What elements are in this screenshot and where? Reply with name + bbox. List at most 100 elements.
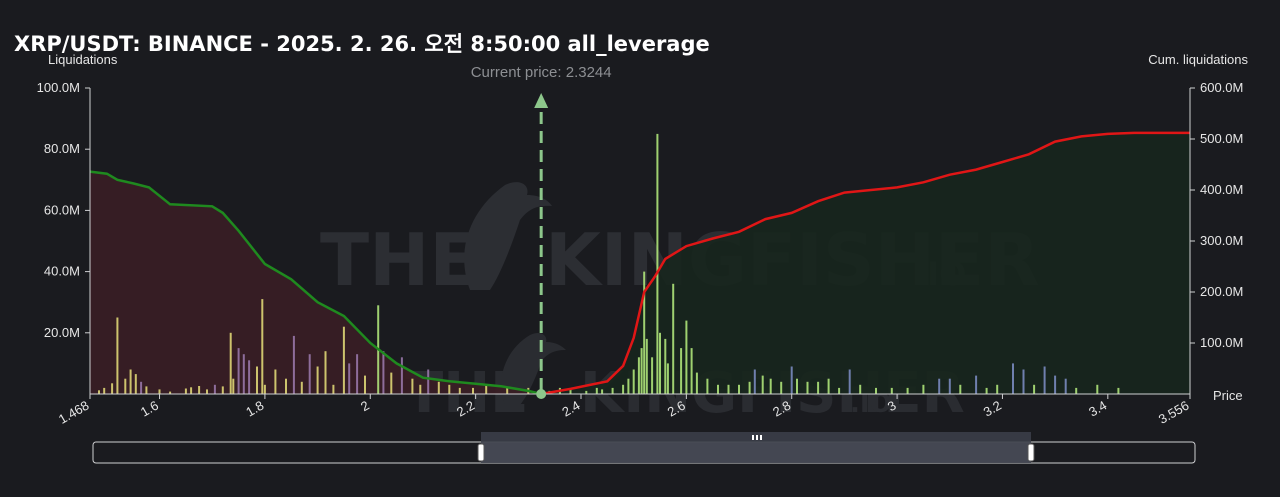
long-cumulative-area bbox=[90, 171, 542, 394]
liquidation-bar bbox=[124, 378, 127, 394]
left-tick-label: 100.0M bbox=[37, 80, 80, 95]
liquidation-bar bbox=[922, 384, 925, 394]
x-tick-label: 2 bbox=[358, 398, 372, 415]
cumulative-lines bbox=[89, 131, 1190, 396]
range-slider-grip-icon[interactable] bbox=[760, 435, 762, 440]
liquidation-bar bbox=[1064, 378, 1067, 394]
liquidation-bar bbox=[601, 389, 604, 394]
liquidation-bar bbox=[640, 348, 643, 394]
liquidation-bar bbox=[411, 378, 414, 394]
current-price-marker: Current price: 2.3244 bbox=[471, 64, 612, 399]
liquidation-bar bbox=[985, 387, 988, 394]
left-tick-label: 60.0M bbox=[44, 202, 80, 217]
liquidation-bar bbox=[485, 384, 488, 394]
range-slider-right-handle[interactable] bbox=[1027, 443, 1035, 462]
kingfisher-logo-icon bbox=[464, 182, 552, 290]
liquidation-bar bbox=[506, 387, 509, 394]
x-tick-label: 1.8 bbox=[243, 398, 266, 420]
right-tick-label: 500.0M bbox=[1200, 131, 1243, 146]
liquidation-bar bbox=[790, 366, 793, 394]
liquidation-bar bbox=[316, 366, 319, 394]
liquidation-bar bbox=[959, 384, 962, 394]
watermark-text: THE bbox=[320, 218, 479, 302]
liquidation-bar bbox=[419, 384, 422, 394]
liquidation-bar bbox=[1033, 384, 1036, 394]
liquidation-bar bbox=[666, 363, 669, 394]
right-tick-label: 300.0M bbox=[1200, 233, 1243, 248]
liquidation-bar bbox=[656, 133, 659, 394]
kingfisher-logo-icon bbox=[501, 332, 566, 405]
liquidation-bar bbox=[145, 386, 148, 394]
liquidation-bar bbox=[364, 375, 366, 394]
liquidation-bar bbox=[1096, 384, 1099, 394]
liquidation-bar bbox=[796, 378, 798, 394]
liquidation-bar bbox=[748, 381, 751, 394]
liquidation-bar bbox=[184, 388, 187, 394]
liquidation-bar bbox=[595, 387, 598, 394]
liquidation-bar bbox=[827, 378, 830, 394]
liquidation-bar bbox=[332, 384, 335, 394]
x-tick-label: 3.2 bbox=[981, 398, 1004, 420]
liquidation-bar bbox=[569, 389, 572, 394]
liquidation-bar bbox=[390, 372, 393, 394]
liquidation-bar bbox=[348, 363, 351, 394]
right-axis-title: Cum. liquidations bbox=[1148, 52, 1248, 67]
liquidation-bar bbox=[1012, 363, 1014, 394]
liquidation-bar bbox=[437, 381, 440, 394]
short-cumulative-line bbox=[540, 131, 1190, 396]
cumulative-areas bbox=[90, 132, 1190, 394]
liquidation-bar bbox=[859, 384, 862, 394]
liquidation-bar bbox=[221, 386, 224, 394]
liquidation-bar bbox=[975, 375, 978, 394]
liquidation-bar bbox=[300, 381, 303, 394]
liquidation-bar bbox=[645, 338, 648, 394]
current-price-label: Current price: 2.3244 bbox=[471, 64, 612, 81]
range-slider-grip-icon[interactable] bbox=[752, 435, 754, 440]
liquidation-bar bbox=[627, 378, 630, 394]
left-tick-label: 20.0M bbox=[44, 325, 80, 340]
liquidation-bar bbox=[717, 384, 719, 394]
liquidation-bar bbox=[237, 348, 240, 394]
liquidation-bar bbox=[672, 283, 675, 394]
liquidation-bar bbox=[198, 386, 201, 394]
liquidation-bar bbox=[213, 384, 216, 394]
liquidation-bar bbox=[706, 378, 709, 394]
liquidation-bar bbox=[806, 381, 809, 394]
liquidation-bar bbox=[651, 357, 654, 394]
left-tick-label: 80.0M bbox=[44, 141, 80, 156]
liquidation-bar bbox=[232, 378, 235, 394]
liquidation-bar bbox=[190, 387, 193, 394]
liquidation-bar bbox=[637, 357, 640, 394]
liquidation-bar bbox=[400, 357, 403, 394]
liquidation-bar bbox=[738, 384, 740, 394]
range-slider[interactable] bbox=[92, 432, 1196, 464]
range-slider-grip-icon[interactable] bbox=[756, 435, 758, 440]
liquidation-bar bbox=[248, 360, 251, 394]
liquidation-bar bbox=[1117, 387, 1120, 394]
liquidation-bar bbox=[780, 381, 783, 394]
liquidation-bar bbox=[996, 384, 999, 394]
liquidation-bar bbox=[261, 299, 264, 394]
liquidation-bar bbox=[229, 332, 232, 394]
liquidation-bar bbox=[643, 271, 646, 394]
liquidation-bar bbox=[356, 354, 359, 394]
liquidation-bar bbox=[848, 369, 851, 394]
liquidation-bar bbox=[158, 389, 161, 394]
liquidation-bar bbox=[427, 369, 430, 394]
chart-title: XRP/USDT: BINANCE - 2025. 2. 26. 오전 8:50… bbox=[14, 32, 710, 56]
liquidation-bar bbox=[292, 335, 295, 394]
liquidation-bars bbox=[98, 133, 1120, 394]
liquidation-bar bbox=[116, 317, 119, 394]
liquidation-bar bbox=[242, 354, 245, 394]
liquidation-bar bbox=[324, 351, 327, 394]
liquidation-bar bbox=[263, 384, 266, 394]
liquidation-bar bbox=[134, 374, 137, 394]
left-axis-title: Liquidations bbox=[48, 52, 118, 67]
range-slider-left-handle[interactable] bbox=[477, 443, 485, 462]
range-slider-selection[interactable] bbox=[481, 442, 1031, 463]
liquidation-bar bbox=[761, 375, 764, 394]
liquidation-bar bbox=[753, 369, 756, 394]
liquidation-bar bbox=[769, 378, 772, 394]
right-tick-label: 200.0M bbox=[1200, 284, 1243, 299]
liquidation-bar bbox=[622, 384, 625, 394]
